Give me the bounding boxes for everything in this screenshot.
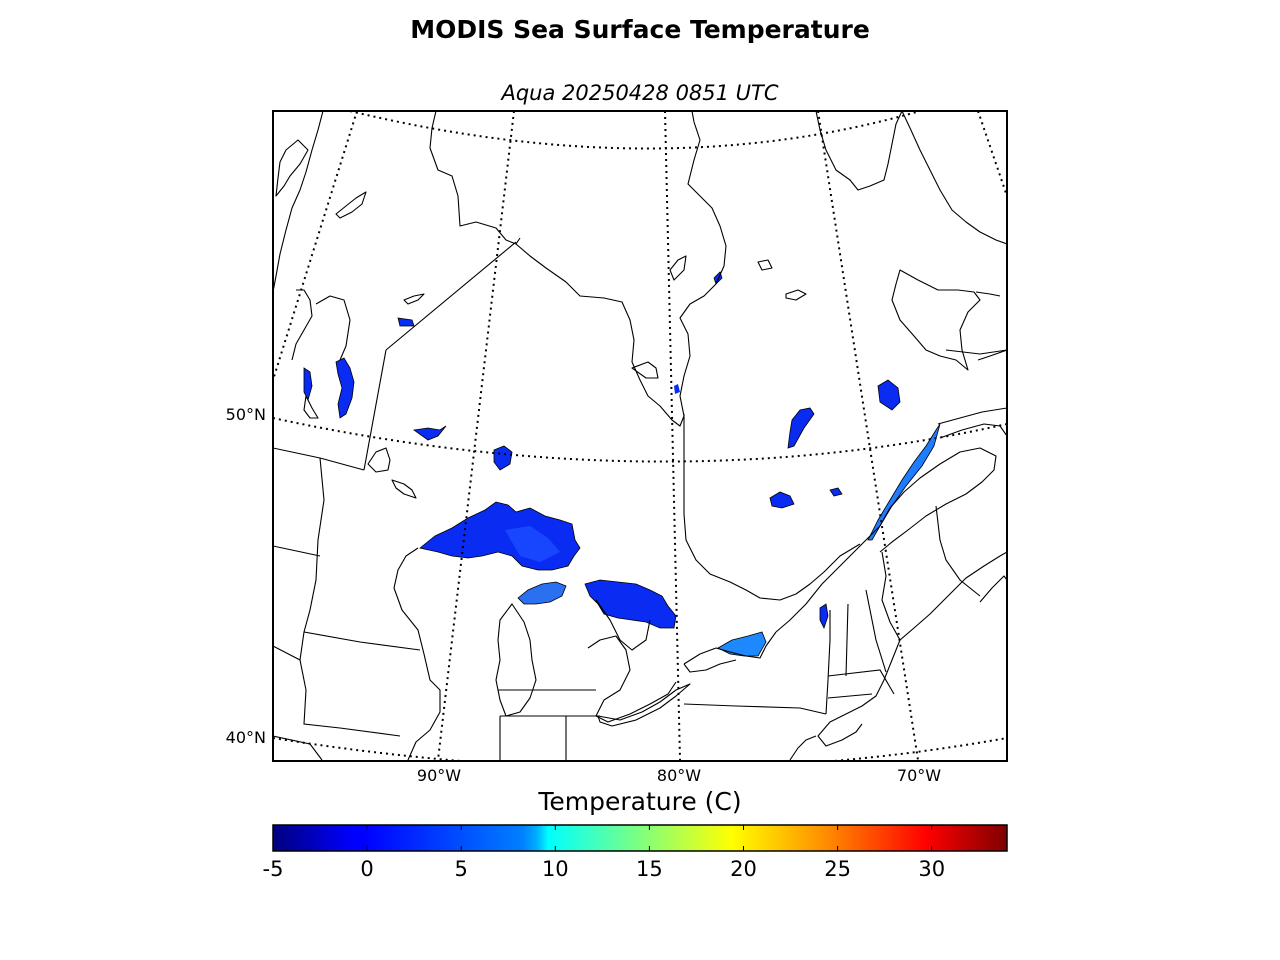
- lake-huron-sst: [584, 579, 677, 629]
- meridian-80w: [664, 111, 681, 761]
- figure-title: MODIS Sea Surface Temperature: [410, 15, 870, 44]
- figure-subtitle: Aqua 20250428 0851 UTC: [499, 81, 778, 105]
- lon-label-70w: 70°W: [897, 766, 941, 785]
- lake-nipigon-sst: [493, 445, 513, 471]
- map-background: [273, 111, 1007, 761]
- colorbar-gradient: [272, 824, 1008, 852]
- colorbar-tick-label: 0: [360, 857, 373, 881]
- lon-label-80w: 80°W: [657, 766, 701, 785]
- lake-ontario-sst: [717, 631, 767, 657]
- colorbar-tick-label: 25: [824, 857, 851, 881]
- map-panel: [273, 111, 1007, 761]
- lake-saint-jean-sst: [829, 487, 843, 497]
- lake-superior-warm-patch: [505, 526, 560, 562]
- reservoir-gouin-sst: [769, 491, 795, 509]
- meridian-100w: [273, 111, 358, 381]
- meridian-70w: [817, 111, 919, 761]
- colorbar-tick-label: 10: [542, 857, 569, 881]
- lat-label-40n: 40°N: [226, 728, 266, 747]
- lake-small-sst: [397, 317, 415, 327]
- colorbar-tick-label: 15: [636, 857, 663, 881]
- map-frame: [272, 110, 1008, 762]
- manicouagan-sst: [877, 379, 901, 411]
- parallel-60n: [349, 111, 921, 150]
- colorbar-ticks: -5 0 5 10 15 20 25 30: [263, 825, 945, 881]
- colorbar-tick-label: 5: [455, 857, 468, 881]
- parallel-40n: [273, 737, 1007, 761]
- meridian-90w: [437, 111, 515, 761]
- colorbar-tick-label: 20: [730, 857, 757, 881]
- colorbar-tick-label: -5: [263, 857, 284, 881]
- small-lake-sst: [674, 384, 680, 394]
- lon-label-90w: 90°W: [417, 766, 461, 785]
- north-channel-sst: [517, 581, 567, 605]
- lake-champlain-sst: [819, 603, 829, 630]
- coastlines: [273, 111, 1007, 761]
- colorbar-label: Temperature (C): [537, 787, 741, 816]
- lat-label-50n: 50°N: [226, 405, 266, 424]
- lake-nipigon-west-sst: [412, 425, 447, 441]
- colorbar-tick-label: 30: [918, 857, 945, 881]
- lake-winnipegosis-sst: [303, 367, 313, 402]
- lake-winnipeg-sst: [335, 357, 355, 419]
- lake-mistassini-sst: [787, 407, 815, 449]
- colorbar: Temperature (C) -5 0 5 10 15 20 25 30: [263, 787, 1008, 881]
- graticule: [273, 111, 1007, 761]
